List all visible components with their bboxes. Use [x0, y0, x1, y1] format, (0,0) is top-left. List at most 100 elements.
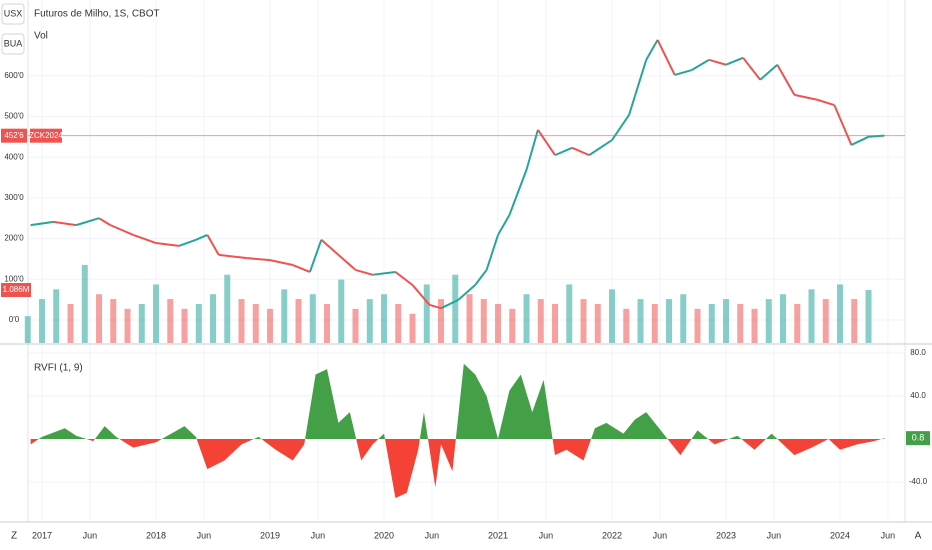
volume-bar [153, 284, 160, 343]
volume-title: Vol [34, 31, 48, 42]
volume-bar [780, 294, 787, 343]
volume-bar [352, 308, 359, 343]
currency-button[interactable] [1, 3, 25, 25]
volume-bar [167, 299, 174, 343]
volume-bar [81, 264, 88, 343]
x-tick-label: Jun [653, 530, 668, 540]
volume-bar [309, 294, 316, 343]
rvfi-title: RVFI (1, 9) [34, 363, 83, 374]
volume-bar [67, 303, 74, 343]
volume-bar [124, 308, 131, 343]
volume-bar [694, 308, 701, 343]
volume-bar [438, 299, 445, 343]
mode-button[interactable] [1, 33, 25, 55]
volume-bar [423, 284, 430, 343]
price-segment [794, 93, 818, 101]
price-segment [372, 270, 396, 276]
price-segment [269, 259, 294, 267]
x-tick-label: 2022 [602, 530, 622, 540]
price-segment [525, 129, 539, 171]
price-segment [656, 39, 676, 76]
volume-bar [238, 299, 245, 343]
price-segment [53, 220, 77, 227]
footer-right[interactable]: A [915, 531, 922, 542]
volume-bar [765, 299, 772, 343]
price-segment [132, 233, 157, 244]
volume-bar [509, 308, 516, 343]
y-tick-label: 600'0 [4, 71, 24, 80]
marks [24, 39, 905, 499]
volume-bar [594, 303, 601, 343]
volume-bar [96, 294, 103, 343]
volume-bar [409, 313, 416, 343]
y2-tick-label: 80.0 [910, 348, 926, 357]
volume-bar [39, 299, 46, 343]
price-segment [742, 57, 762, 81]
footer-left[interactable]: Z [11, 531, 17, 542]
volume-bar [609, 289, 616, 343]
volume-bar [723, 299, 730, 343]
volume-bar [537, 299, 544, 343]
volume-bar [794, 303, 801, 343]
price-segment [537, 129, 556, 156]
price-segment [75, 217, 100, 227]
price-segment [337, 254, 357, 271]
price-segment [98, 217, 111, 226]
price-segment [355, 268, 373, 276]
labels: 2017 Jun 2018 Jun 2019 Jun 2020 Jun 2021 Jun 2022 J… [1, 71, 930, 540]
volume-bar [338, 279, 345, 343]
x-tick-label: 2023 [716, 530, 736, 540]
price-segment [218, 253, 248, 260]
price-segment [320, 239, 340, 256]
x-tick-label: 2020 [374, 530, 394, 540]
price-segment [292, 264, 311, 273]
volume-bar [523, 294, 530, 343]
volume-bar [53, 289, 60, 343]
volume-bar [24, 316, 31, 343]
price-segment [588, 139, 613, 156]
volume-bar [637, 299, 644, 343]
volume-bar [480, 299, 487, 343]
volume-bar [580, 299, 587, 343]
x-tick-label: Jun [197, 530, 212, 540]
volume-bar [138, 303, 145, 343]
volume-bar [837, 284, 844, 343]
volume-bar [195, 303, 202, 343]
price-segment [708, 58, 727, 66]
volume-bar [552, 303, 559, 343]
price-segment [485, 234, 499, 271]
x-tick-label: Jun [311, 530, 326, 540]
x-tick-label: Jun [539, 530, 554, 540]
price-segment [195, 233, 208, 241]
volume-bar [466, 294, 473, 343]
volume-bar [267, 308, 274, 343]
x-tick-label: 2019 [260, 530, 280, 540]
y-tick-label: 100'0 [4, 274, 24, 283]
volume-bar [452, 274, 459, 343]
rvfi-area [30, 363, 885, 499]
x-tick-label: Jun [881, 530, 896, 540]
chart-title: Futuros de Milho, 1S, CBOT [34, 9, 160, 20]
price-segment [554, 146, 573, 157]
currency-label: USX [4, 8, 23, 18]
price-segment [497, 214, 511, 236]
volume-bar [295, 299, 302, 343]
volume-bar [680, 294, 687, 343]
volume-bar [623, 308, 630, 343]
price-segment [474, 269, 488, 286]
price-segment [110, 224, 134, 236]
x-tick-label: 2024 [830, 530, 850, 540]
price-segment [816, 98, 835, 106]
last-rvfi-box [906, 431, 930, 446]
price-segment [440, 299, 459, 310]
last-price-box [1, 128, 27, 143]
price-segment [394, 271, 414, 286]
volume-bar [822, 299, 829, 343]
y2-tick-label: -40.0 [909, 477, 928, 486]
volume-bar [495, 303, 502, 343]
y2-tick-label: 40.0 [910, 391, 926, 400]
price-segment [247, 257, 271, 262]
price-segment [628, 59, 648, 116]
volume-bar [110, 299, 117, 343]
